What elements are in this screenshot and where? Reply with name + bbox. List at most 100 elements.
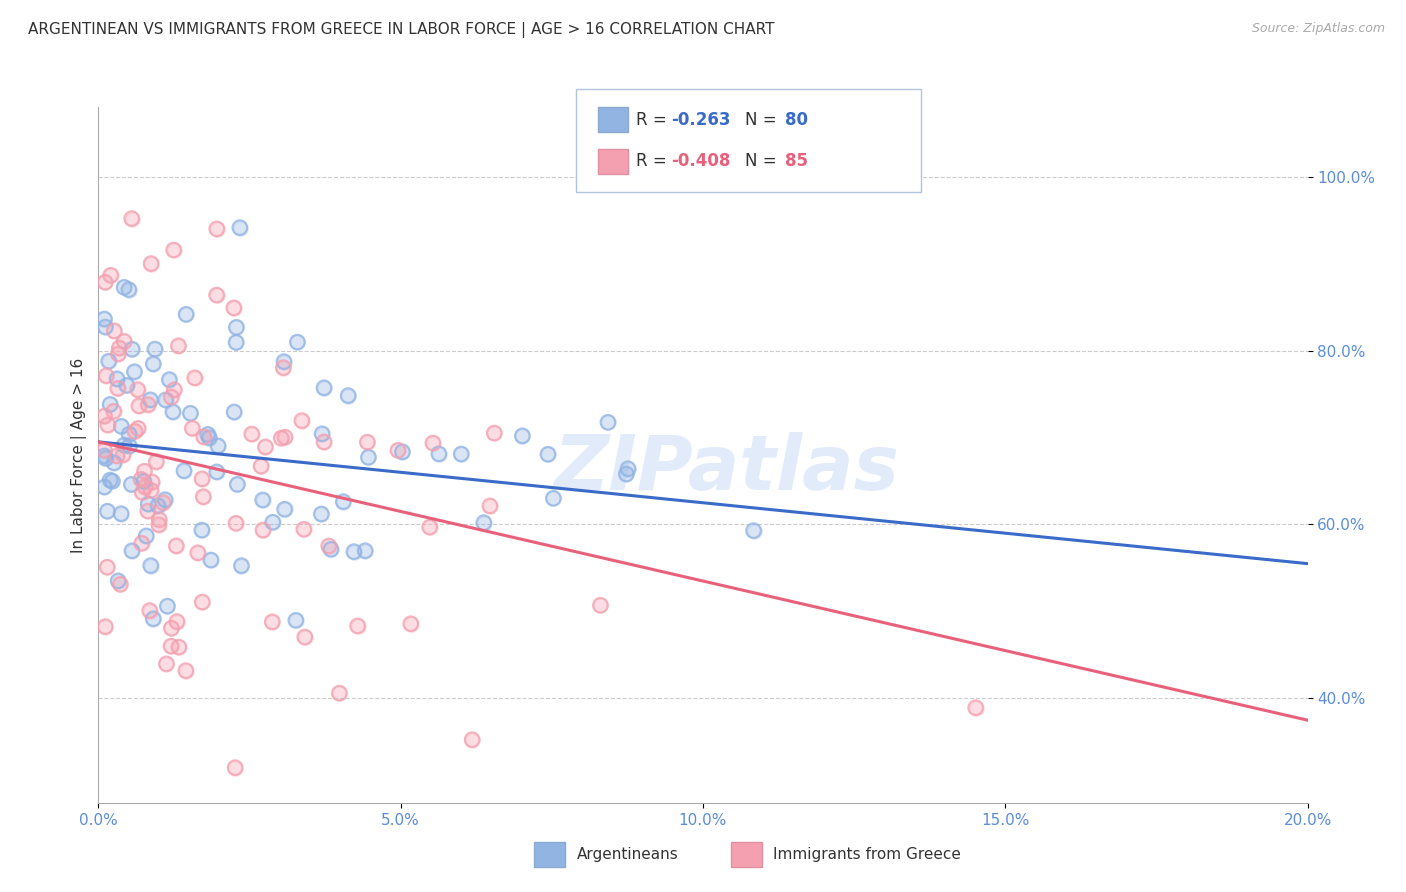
Point: [181, 421, 204, 435]
Point: [399, 616, 422, 631]
Point: [136, 497, 159, 511]
Point: [139, 483, 162, 498]
Point: [270, 431, 292, 445]
Point: [197, 427, 219, 442]
Text: -0.263: -0.263: [671, 111, 730, 128]
Point: [94, 275, 117, 289]
Point: [93, 312, 115, 326]
Point: [155, 657, 177, 671]
Point: [146, 499, 169, 513]
Y-axis label: In Labor Force | Age > 16: In Labor Force | Age > 16: [72, 358, 87, 552]
Point: [226, 477, 249, 491]
Point: [346, 619, 368, 633]
Point: [148, 512, 170, 526]
Point: [190, 523, 212, 537]
Point: [139, 392, 162, 407]
Point: [291, 413, 314, 427]
Point: [254, 440, 277, 454]
Point: [422, 436, 444, 450]
Point: [193, 430, 215, 444]
Point: [101, 474, 124, 488]
Point: [224, 761, 246, 775]
Point: [136, 504, 159, 518]
Point: [337, 388, 360, 402]
Point: [121, 211, 143, 226]
Point: [273, 354, 295, 368]
Text: -0.408: -0.408: [671, 153, 730, 170]
Text: Source: ZipAtlas.com: Source: ZipAtlas.com: [1251, 22, 1385, 36]
Text: R =: R =: [636, 153, 672, 170]
Point: [98, 473, 121, 487]
Point: [105, 449, 128, 463]
Point: [112, 280, 135, 294]
Point: [94, 619, 117, 633]
Point: [391, 444, 413, 458]
Point: [155, 657, 177, 671]
Point: [205, 465, 228, 479]
Point: [596, 415, 619, 429]
Point: [225, 516, 247, 531]
Point: [312, 434, 335, 449]
Point: [131, 485, 153, 500]
Point: [136, 398, 159, 412]
Point: [108, 341, 131, 355]
Point: [152, 495, 174, 509]
Text: 85: 85: [785, 153, 807, 170]
Point: [190, 523, 212, 537]
Point: [311, 426, 333, 441]
Point: [291, 413, 314, 427]
Point: [742, 524, 765, 538]
Point: [112, 448, 135, 462]
Point: [134, 464, 156, 478]
Point: [356, 435, 378, 450]
Point: [128, 399, 150, 413]
Point: [543, 491, 565, 506]
Point: [332, 494, 354, 508]
Point: [118, 283, 141, 297]
Point: [191, 595, 214, 609]
Point: [173, 464, 195, 478]
Point: [284, 613, 307, 627]
Point: [142, 612, 165, 626]
Point: [118, 439, 141, 453]
Point: [328, 686, 350, 700]
Point: [179, 406, 201, 420]
Point: [419, 520, 441, 534]
Point: [287, 335, 309, 350]
Point: [254, 440, 277, 454]
Point: [139, 256, 162, 270]
Point: [138, 603, 160, 617]
Point: [240, 427, 263, 442]
Point: [262, 615, 284, 629]
Point: [157, 372, 180, 386]
Point: [101, 474, 124, 488]
Point: [292, 522, 315, 536]
Point: [274, 430, 297, 444]
Point: [105, 449, 128, 463]
Point: [93, 443, 115, 458]
Point: [399, 616, 422, 631]
Point: [337, 388, 360, 402]
Point: [162, 405, 184, 419]
Point: [318, 539, 340, 553]
Point: [427, 447, 450, 461]
Point: [167, 339, 190, 353]
Point: [103, 324, 125, 338]
Point: [156, 599, 179, 613]
Point: [197, 427, 219, 442]
Point: [589, 599, 612, 613]
Point: [187, 546, 209, 560]
Point: [93, 449, 115, 463]
Point: [110, 577, 132, 591]
Point: [354, 543, 377, 558]
Point: [187, 546, 209, 560]
Point: [152, 495, 174, 509]
Point: [107, 574, 129, 588]
Point: [110, 419, 132, 434]
Point: [191, 472, 214, 486]
Point: [287, 335, 309, 350]
Point: [225, 335, 247, 350]
Point: [160, 390, 183, 404]
Point: [96, 368, 118, 383]
Point: [174, 664, 197, 678]
